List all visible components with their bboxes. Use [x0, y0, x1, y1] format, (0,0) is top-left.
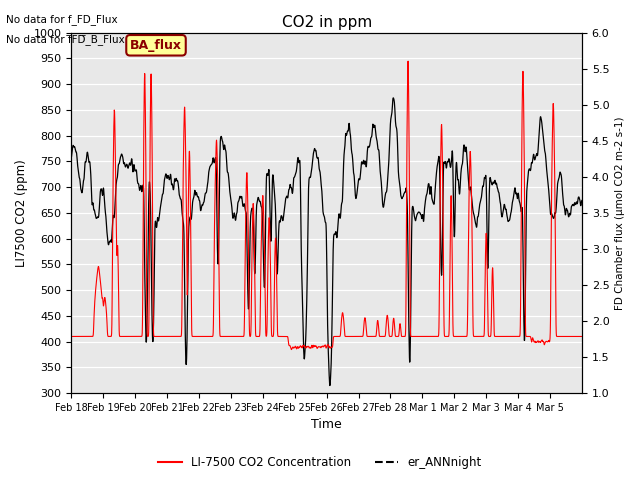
- Text: No data for f̅FD̅_B_Flux: No data for f̅FD̅_B_Flux: [6, 34, 125, 45]
- X-axis label: Time: Time: [311, 419, 342, 432]
- Text: No data for f_FD_Flux: No data for f_FD_Flux: [6, 14, 118, 25]
- Legend: LI-7500 CO2 Concentration, er_ANNnight: LI-7500 CO2 Concentration, er_ANNnight: [153, 452, 487, 474]
- Y-axis label: FD Chamber flux (μmol CO2 m-2 s-1): FD Chamber flux (μmol CO2 m-2 s-1): [615, 116, 625, 310]
- Title: CO2 in ppm: CO2 in ppm: [282, 15, 372, 30]
- Y-axis label: LI7500 CO2 (ppm): LI7500 CO2 (ppm): [15, 159, 28, 267]
- Text: BA_flux: BA_flux: [130, 39, 182, 52]
